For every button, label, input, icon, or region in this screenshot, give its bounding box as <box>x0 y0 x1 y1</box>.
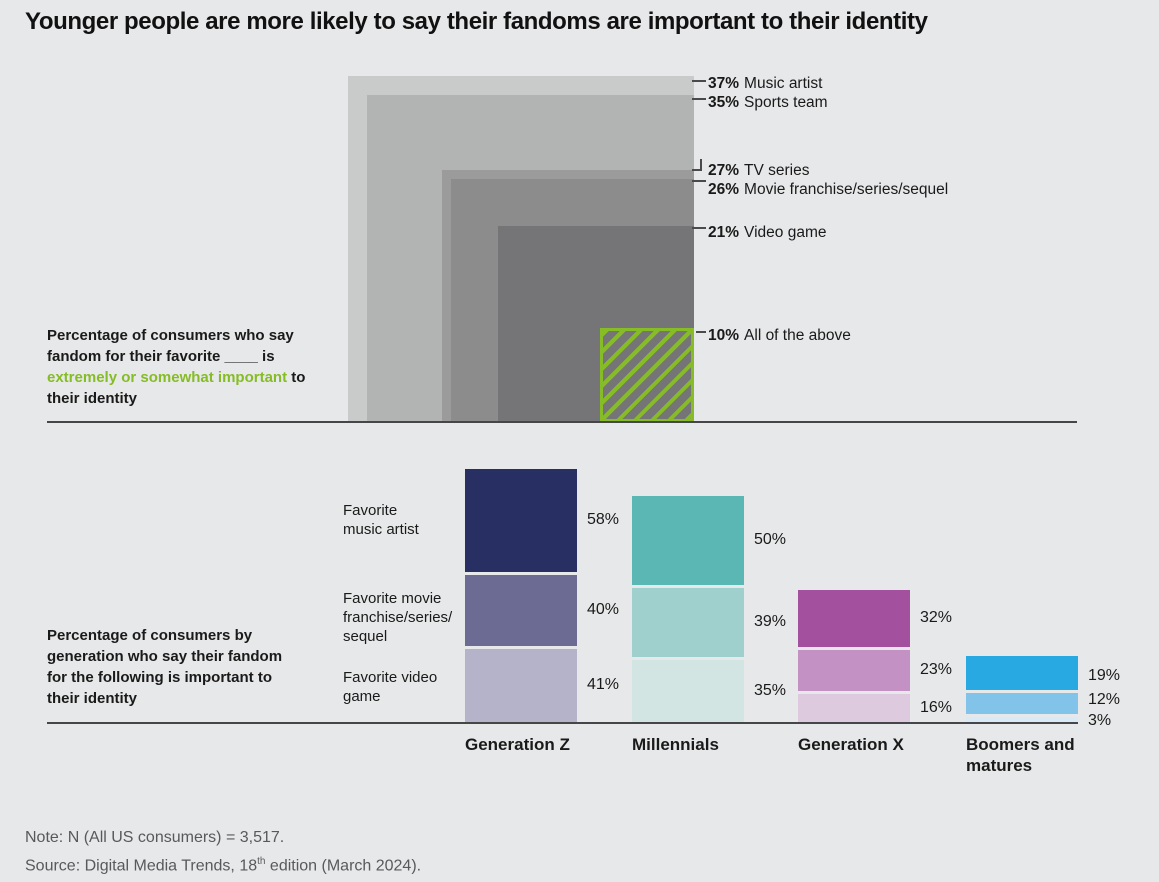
pct-value: 26% <box>708 181 740 198</box>
top-chart-caption: Percentage of consumers who say fandom f… <box>47 325 347 409</box>
leader-tick <box>692 227 706 229</box>
caption-line: their identity <box>47 690 138 707</box>
bar-boomers-music-artist <box>966 656 1078 690</box>
caption-line: fandom for their favorite ____ is <box>47 348 275 365</box>
leader-tick <box>692 80 706 82</box>
label-all-of-the-above: 10% All of the above <box>708 327 851 345</box>
row-label-music-artist: Favorite music artist <box>343 502 419 538</box>
caption-line: generation who say their fandom <box>47 648 283 665</box>
leader-tick <box>700 159 702 171</box>
caption-line: to <box>287 369 306 386</box>
pct-label: TV series <box>744 162 810 179</box>
caption-green-highlight: extremely or somewhat important <box>47 369 288 386</box>
value-label: 3% <box>1088 712 1112 729</box>
bar-millennials-movie-franchise <box>632 588 744 657</box>
bar-millennials-video-game <box>632 660 744 722</box>
value-label: 40% <box>587 601 620 618</box>
bar-genx-video-game <box>798 694 910 722</box>
pct-label: Sports team <box>744 94 828 111</box>
row-label-video-game: Favorite video game <box>343 669 438 705</box>
axis-label-boomers-matures: Boomers and matures <box>966 735 1075 775</box>
caption-line: for the following is important to <box>47 669 272 686</box>
value-label: 19% <box>1088 667 1121 684</box>
value-label: 41% <box>587 676 620 693</box>
pct-label: All of the above <box>744 327 851 344</box>
source-superscript: th <box>257 856 266 867</box>
axis-label-millennials: Millennials <box>632 735 719 754</box>
bottom-chart-caption: Percentage of consumers by generation wh… <box>47 625 357 709</box>
value-label: 50% <box>754 531 787 548</box>
caption-line: their identity <box>47 390 138 407</box>
pct-value: 10% <box>708 327 740 344</box>
pct-value: 35% <box>708 94 740 111</box>
leader-tick <box>692 98 706 100</box>
top-chart-baseline <box>47 421 1077 423</box>
leader-tick <box>692 180 706 182</box>
pct-value: 21% <box>708 224 740 241</box>
bar-genz-music-artist <box>465 469 577 572</box>
row-label-movie-franchise: Favorite movie franchise/series/ sequel <box>343 590 453 645</box>
note-text: Note: N (All US consumers) = 3,517. <box>25 829 285 846</box>
source-prefix: Source: Digital Media Trends, 18 <box>25 857 258 875</box>
value-label: 16% <box>920 699 953 716</box>
bar-genx-movie-franchise <box>798 650 910 691</box>
pct-label: Music artist <box>744 75 823 92</box>
pct-label: Video game <box>744 224 827 241</box>
leader-tick <box>692 169 702 171</box>
value-label: 35% <box>754 682 787 699</box>
value-label: 23% <box>920 661 953 678</box>
axis-label-generation-z: Generation Z <box>465 735 570 754</box>
bar-genz-video-game <box>465 649 577 722</box>
label-sports-team: 35% Sports team <box>708 94 828 112</box>
value-label: 39% <box>754 613 787 630</box>
bar-boomers-video-game <box>966 717 1078 722</box>
caption-line: Percentage of consumers by <box>47 627 253 644</box>
value-label: 32% <box>920 609 953 626</box>
leader-tick <box>696 331 706 333</box>
label-tv-series: 27% TV series <box>708 162 810 180</box>
label-video-game: 21% Video game <box>708 224 826 242</box>
bottom-chart-baseline <box>47 722 1078 724</box>
pct-value: 37% <box>708 75 740 92</box>
bar-genx-music-artist <box>798 590 910 647</box>
bar-millennials-music-artist <box>632 496 744 585</box>
square-all-of-the-above-hatched <box>600 328 694 422</box>
source-text: Source: Digital Media Trends, 18th editi… <box>25 852 421 876</box>
label-music-artist: 37% Music artist <box>708 75 822 93</box>
page-title: Younger people are more likely to say th… <box>25 8 928 35</box>
bar-boomers-movie-franchise <box>966 693 1078 714</box>
bar-genz-movie-franchise <box>465 575 577 646</box>
value-label: 58% <box>587 511 620 528</box>
axis-label-generation-x: Generation X <box>798 735 904 754</box>
pct-label: Movie franchise/series/sequel <box>744 181 949 198</box>
value-label: 12% <box>1088 691 1121 708</box>
source-suffix: edition (March 2024). <box>265 857 422 875</box>
pct-value: 27% <box>708 162 740 179</box>
caption-line: Percentage of consumers who say <box>47 327 294 344</box>
label-movie-franchise: 26% Movie franchise/series/sequel <box>708 181 948 199</box>
